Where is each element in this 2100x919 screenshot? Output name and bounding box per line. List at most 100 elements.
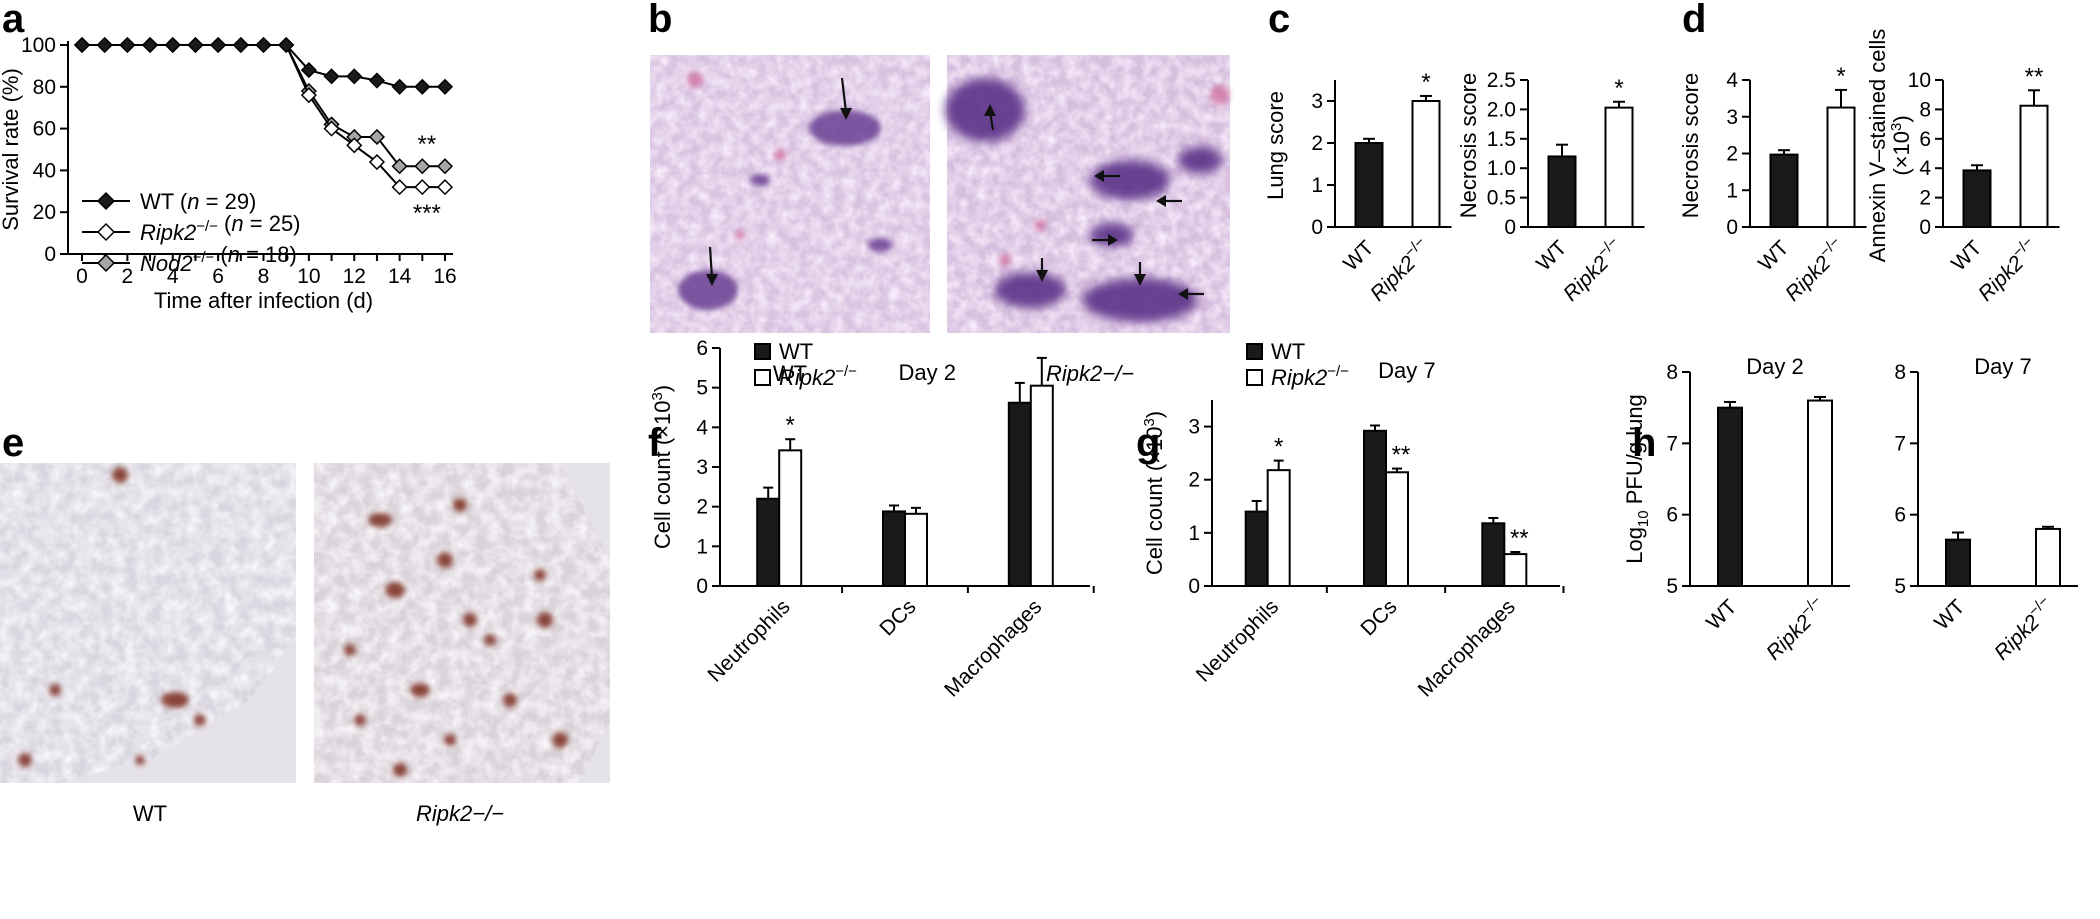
annexin-chart-y-label-unit: (×103) — [1888, 115, 1914, 175]
cell-count-day2-chart-legend-label: Ripk2−/− — [779, 363, 857, 390]
cell-count-day2-chart-x-tick-label: Neutrophils — [703, 595, 794, 686]
survival-point — [96, 36, 113, 54]
survival-y-tick-label: 80 — [33, 76, 56, 99]
survival-x-tick-label: 2 — [122, 265, 134, 288]
necrosis-score-chart-c-y-tick-label: 0.5 — [1487, 187, 1516, 210]
pfu-day7-chart-x-tick-label: WT — [1930, 595, 1969, 634]
cell-count-day7-chart-stars: ** — [1392, 442, 1411, 469]
lung-score-chart-x-tick-label: Ripk2−/− — [1363, 233, 1436, 306]
cell-count-day7-chart-y-tick-label: 1 — [1188, 522, 1200, 545]
lung-score-chart-y-tick-label: 1 — [1311, 174, 1323, 197]
cell-count-day7-chart-bar-wt — [1363, 429, 1387, 587]
necrosis-score-chart-d-bar-ripk2 — [1826, 106, 1856, 228]
necrosis-score-chart-d-y-label: Necrosis score — [1678, 73, 1703, 218]
cell-count-day2-chart-stars: * — [786, 412, 795, 439]
necrosis-score-chart-c-y-tick-label: 0 — [1504, 216, 1516, 239]
survival-legend-label: WT (n = 29) — [140, 189, 256, 214]
panel-letter-h: h — [1632, 421, 1656, 465]
cell-count-day7-chart-y-tick-label: 0 — [1188, 575, 1200, 598]
necrosis-score-chart-c-y-tick-label: 1.5 — [1487, 128, 1516, 151]
annexin-chart-y-tick-label: 10 — [1908, 69, 1931, 92]
cell-count-day7-chart-legend-label: WT — [1271, 339, 1305, 364]
cell-count-day2-chart-y-tick-label: 6 — [696, 337, 708, 360]
survival-legend-marker — [96, 222, 116, 242]
survival-x-tick-label: 6 — [212, 265, 224, 288]
panel-letter-e: e — [2, 421, 24, 465]
survival-x-tick-label: 8 — [258, 265, 270, 288]
cell-count-day7-chart: 0 1 2 3 * Neutrophils ** DCs ** Macrophages Day 7 W… — [1141, 339, 1565, 702]
lung-score-chart-x-tick-label: WT — [1339, 236, 1378, 275]
cell-count-day2-chart-bar-wt — [882, 510, 906, 587]
cell-count-day7-chart-stars: ** — [1510, 525, 1529, 552]
survival-point — [164, 36, 181, 54]
cell-count-day7-chart-stars: * — [1274, 434, 1283, 461]
ihc-micrograph-ripk2 — [314, 463, 610, 783]
lung-score-chart: 0 1 2 3 WT * Ripk2−/− Lung score — [1263, 69, 1452, 306]
survival-point — [368, 153, 385, 171]
survival-point — [391, 158, 408, 175]
pfu-day7-chart-y-tick-label: 5 — [1894, 575, 1906, 598]
necrosis-score-chart-d-y-tick-label: 0 — [1726, 216, 1738, 239]
cell-count-day2-chart-bar-wt — [756, 497, 781, 588]
cell-count-day7-chart-legend-swatch — [1246, 369, 1263, 386]
pfu-day2-chart-bar-ripk2 — [1807, 399, 1833, 587]
pfu-day2-chart-y-label: Log10 PFU/g lung — [1622, 394, 1652, 564]
pfu-day2-chart-bar-wt — [1717, 406, 1743, 587]
cell-count-day2-chart-legend-swatch — [754, 369, 771, 386]
pfu-day2-chart-y-tick-label: 7 — [1666, 432, 1678, 455]
necrosis-score-chart-d-x-tick-label: Ripk2−/− — [1778, 233, 1851, 306]
micrograph-caption-e-ripk2: Ripk2−/− — [416, 801, 504, 826]
cell-count-day2-chart-y-tick-label: 5 — [696, 377, 708, 400]
cell-count-day7-chart-legend-swatch — [1246, 343, 1263, 360]
pfu-day7-chart-title: Day 7 — [1974, 354, 2031, 379]
survival-point — [73, 36, 91, 54]
pfu-day7-chart-x-tick-label: Ripk2−/− — [1987, 592, 2060, 665]
cell-count-day2-chart-legend-swatch — [754, 343, 771, 360]
pfu-day7-chart-y-tick-label: 6 — [1894, 504, 1906, 527]
cell-count-day2-chart-y-tick-label: 0 — [696, 575, 708, 598]
necrosis-score-chart-c-bar-ripk2 — [1604, 106, 1634, 228]
lung-score-chart-stars: * — [1421, 69, 1430, 96]
necrosis-score-chart-d-x-tick-label: WT — [1754, 236, 1793, 275]
survival-point — [300, 87, 317, 104]
ihc-micrograph-wt — [0, 463, 296, 783]
annexin-chart-y-label: Annexin V–stained cells — [1865, 29, 1890, 263]
survival-point — [300, 62, 317, 79]
cell-count-day7-chart-bar-wt — [1244, 510, 1269, 588]
pfu-day7-chart-bar-ripk2 — [2035, 527, 2061, 588]
survival-point — [187, 36, 204, 54]
survival-point — [323, 120, 340, 137]
survival-point — [391, 78, 408, 95]
necrosis-score-chart-d-y-tick-label: 3 — [1726, 106, 1738, 129]
pfu-day7-chart-y-tick-label: 8 — [1894, 361, 1906, 384]
survival-point — [255, 36, 272, 54]
pfu-day2-chart-y-tick-label: 5 — [1666, 575, 1678, 598]
cell-count-day2-chart-y-tick-label: 1 — [696, 535, 708, 558]
cell-count-day7-chart-y-tick-label: 3 — [1188, 416, 1200, 439]
lung-score-chart-y-tick-label: 3 — [1311, 90, 1323, 113]
micrograph-caption-e-wt: WT — [133, 801, 167, 826]
lung-score-chart-bar-ripk2 — [1411, 100, 1441, 228]
necrosis-score-chart-c-stars: * — [1614, 75, 1623, 102]
necrosis-score-chart-d-stars: * — [1836, 63, 1845, 90]
survival-x-tick-label: 12 — [343, 265, 366, 288]
cell-count-day2-chart-y-tick-label: 4 — [696, 416, 708, 439]
cell-count-day7-chart-y-label: Cell count (×103) — [1141, 411, 1167, 575]
survival-point — [436, 158, 454, 175]
cell-count-day7-chart-bar-ripk2 — [1385, 471, 1409, 588]
survival-point — [391, 179, 408, 196]
micrograph-caption-b-wt: WT — [773, 361, 807, 386]
he-micrograph-wt — [650, 55, 930, 333]
micrograph-caption-b-ripk2: Ripk2−/− — [1046, 361, 1134, 386]
necrosis-score-chart-c-y-tick-label: 2.5 — [1487, 69, 1516, 92]
pfu-day7-chart-bar-wt — [1945, 538, 1971, 588]
annexin-chart: 0 2 4 6 8 10 WT ** Ripk2−/− Annexin V–stained cel… — [1865, 29, 2060, 306]
annexin-chart-y-tick-label: 2 — [1919, 187, 1931, 210]
annexin-chart-y-tick-label: 6 — [1919, 128, 1931, 151]
annexin-chart-y-tick-label: 4 — [1919, 157, 1931, 180]
lung-score-chart-y-tick-label: 2 — [1311, 132, 1323, 155]
necrosis-score-chart-d-y-tick-label: 2 — [1726, 143, 1738, 166]
panel-letter-d: d — [1682, 0, 1706, 41]
annexin-chart-bar-wt — [1962, 169, 1992, 228]
cell-count-day7-chart-x-tick-label: Macrophages — [1414, 595, 1520, 701]
